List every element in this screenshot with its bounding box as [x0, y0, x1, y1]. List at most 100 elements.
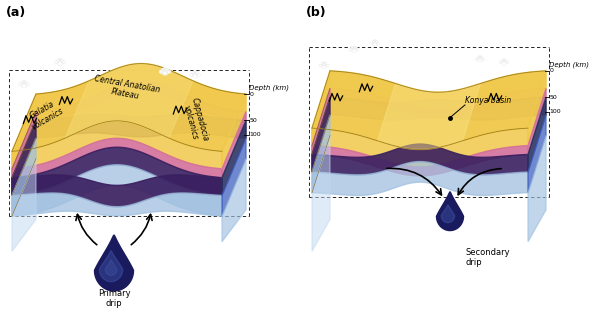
Ellipse shape	[59, 58, 61, 60]
Polygon shape	[36, 64, 246, 112]
Polygon shape	[441, 205, 455, 223]
Polygon shape	[12, 147, 222, 195]
Ellipse shape	[192, 72, 195, 74]
Ellipse shape	[57, 59, 60, 61]
Ellipse shape	[58, 62, 62, 65]
Ellipse shape	[164, 68, 166, 70]
Polygon shape	[312, 71, 546, 149]
Polygon shape	[95, 235, 133, 291]
Ellipse shape	[480, 56, 483, 58]
Ellipse shape	[60, 59, 63, 61]
Ellipse shape	[321, 62, 324, 65]
Polygon shape	[12, 94, 36, 169]
Ellipse shape	[356, 48, 359, 51]
Ellipse shape	[504, 59, 507, 61]
Polygon shape	[330, 71, 546, 110]
Polygon shape	[12, 138, 36, 216]
Ellipse shape	[197, 73, 200, 76]
Polygon shape	[222, 94, 246, 169]
Ellipse shape	[373, 43, 377, 46]
Polygon shape	[100, 251, 123, 282]
Text: Primary
drip: Primary drip	[98, 289, 130, 308]
Polygon shape	[12, 175, 222, 207]
Polygon shape	[312, 144, 528, 175]
Polygon shape	[36, 81, 246, 121]
Ellipse shape	[160, 70, 163, 73]
Polygon shape	[528, 115, 546, 193]
Ellipse shape	[319, 64, 322, 67]
Polygon shape	[312, 88, 330, 155]
Ellipse shape	[502, 62, 506, 65]
Ellipse shape	[478, 59, 482, 62]
Polygon shape	[437, 192, 463, 231]
Polygon shape	[12, 138, 222, 178]
Text: 50: 50	[250, 118, 257, 123]
Ellipse shape	[475, 58, 478, 60]
Polygon shape	[12, 165, 222, 216]
Polygon shape	[222, 138, 246, 216]
Text: Central Anatolian
Plateau: Central Anatolian Plateau	[92, 74, 160, 104]
Ellipse shape	[322, 65, 326, 68]
Text: 100: 100	[550, 109, 561, 114]
Ellipse shape	[374, 39, 376, 42]
Ellipse shape	[479, 55, 481, 58]
Ellipse shape	[477, 56, 480, 58]
Polygon shape	[312, 115, 330, 193]
Ellipse shape	[353, 46, 355, 48]
Text: 0: 0	[250, 92, 253, 97]
Polygon shape	[312, 97, 330, 172]
Ellipse shape	[24, 81, 27, 84]
Ellipse shape	[370, 42, 373, 45]
Ellipse shape	[323, 62, 325, 64]
Ellipse shape	[22, 84, 26, 88]
Ellipse shape	[349, 48, 352, 51]
Polygon shape	[330, 97, 546, 120]
Polygon shape	[312, 71, 330, 146]
Polygon shape	[222, 159, 246, 242]
Ellipse shape	[377, 42, 380, 45]
Ellipse shape	[167, 70, 170, 73]
Polygon shape	[312, 128, 528, 167]
Ellipse shape	[503, 59, 505, 61]
Polygon shape	[528, 71, 546, 146]
Ellipse shape	[354, 46, 357, 49]
Ellipse shape	[501, 59, 504, 61]
Text: Cappadocia
volcanics: Cappadocia volcanics	[180, 97, 210, 145]
Ellipse shape	[26, 83, 29, 86]
Text: Konya basin: Konya basin	[465, 96, 511, 105]
Ellipse shape	[21, 81, 24, 84]
Polygon shape	[12, 112, 36, 178]
Polygon shape	[12, 121, 36, 195]
Polygon shape	[528, 135, 546, 242]
Polygon shape	[330, 88, 546, 119]
Text: 50: 50	[550, 95, 557, 100]
Polygon shape	[222, 112, 246, 178]
Ellipse shape	[324, 62, 327, 65]
Polygon shape	[12, 159, 36, 251]
Ellipse shape	[482, 58, 485, 60]
Ellipse shape	[19, 83, 22, 86]
Ellipse shape	[506, 61, 509, 64]
Ellipse shape	[499, 61, 502, 64]
Polygon shape	[12, 121, 222, 169]
Text: Depth (km): Depth (km)	[249, 84, 289, 91]
Ellipse shape	[326, 64, 329, 67]
Polygon shape	[222, 121, 246, 195]
Ellipse shape	[165, 68, 168, 71]
Text: (b): (b)	[306, 6, 326, 19]
Ellipse shape	[163, 71, 167, 75]
Text: 0: 0	[550, 68, 553, 73]
Ellipse shape	[193, 74, 197, 78]
Text: 100: 100	[250, 132, 261, 137]
Polygon shape	[312, 146, 528, 176]
Ellipse shape	[351, 46, 354, 49]
Ellipse shape	[23, 80, 25, 83]
Polygon shape	[312, 162, 528, 196]
Ellipse shape	[55, 61, 58, 64]
Text: Depth (km): Depth (km)	[549, 61, 589, 68]
Text: Secondary
drip: Secondary drip	[465, 248, 509, 267]
Polygon shape	[12, 193, 222, 216]
Polygon shape	[36, 114, 246, 138]
Ellipse shape	[194, 71, 196, 73]
Text: (a): (a)	[6, 6, 26, 19]
